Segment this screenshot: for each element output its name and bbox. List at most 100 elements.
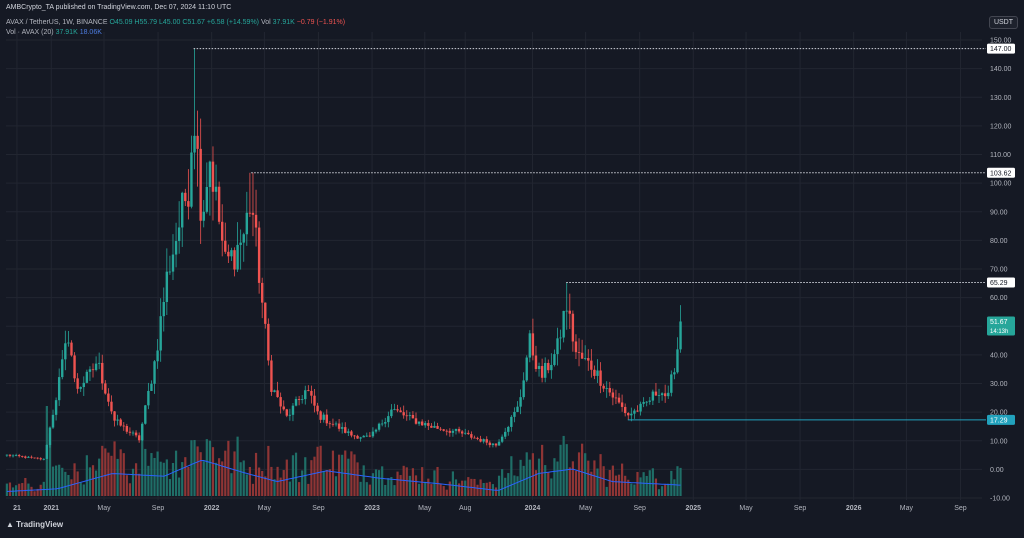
candle-body	[57, 377, 61, 401]
candle-body	[230, 250, 233, 257]
price-tick-label: 20.00	[990, 410, 1008, 417]
candle-body	[651, 391, 655, 401]
candle-body	[199, 148, 202, 221]
volume-bar	[337, 454, 341, 496]
candle-body	[171, 254, 175, 272]
volume-bar	[365, 482, 368, 496]
candle-body	[337, 423, 341, 429]
price-tick-label: 40.00	[990, 352, 1008, 359]
price-tick-label: -10.00	[990, 496, 1010, 503]
candle-body	[577, 352, 581, 353]
vol-ma-label[interactable]: Vol · AVAX (20)	[6, 29, 54, 36]
volume-bar	[676, 466, 679, 496]
volume-bar	[88, 467, 92, 496]
volume-bar	[159, 461, 162, 496]
volume-bar	[544, 465, 547, 496]
candle-body	[67, 342, 70, 344]
volume-bar	[248, 466, 251, 496]
time-axis[interactable]: 21 2021 May Sep 2022 May Sep 2023 May Aug 2024 May S…	[13, 505, 967, 512]
volume-bar	[673, 479, 676, 496]
brand-label: TradingView	[16, 520, 64, 529]
volume-bar	[636, 471, 639, 496]
volume-bar	[270, 466, 273, 496]
candle-body	[473, 437, 476, 439]
volume-bar	[494, 487, 498, 496]
volume-bar	[568, 467, 571, 496]
high-value: H55.79	[134, 19, 157, 26]
volume-bar	[451, 471, 455, 496]
volume-bar	[439, 483, 442, 496]
candle-body	[571, 313, 575, 342]
volume-bar	[64, 471, 67, 496]
candle-body	[70, 342, 73, 356]
volume-bar	[381, 466, 384, 496]
volume-bar	[239, 462, 242, 496]
close-value: C51.67	[182, 19, 205, 26]
volume-bar	[54, 465, 58, 496]
candle-body	[307, 390, 310, 392]
candle-body	[39, 458, 42, 460]
volume-bar	[116, 458, 119, 496]
volume-bar	[70, 479, 73, 496]
candle-body	[534, 355, 538, 369]
volume-bar	[362, 465, 365, 496]
volume-ma-line	[6, 459, 681, 492]
candle-body	[488, 442, 492, 446]
volume-bar	[387, 478, 390, 496]
price-axis[interactable]: 150.00 140.00 130.00 120.00 110.00 100.00 90.0…	[987, 38, 1015, 503]
volume-bar	[584, 453, 587, 496]
volume-bar	[393, 485, 396, 496]
tv-logo-icon: ▲	[6, 520, 14, 529]
volume-bar	[519, 459, 522, 496]
time-tick-label: 2026	[846, 505, 862, 512]
candle-body	[596, 370, 599, 376]
volume-bar	[501, 469, 504, 496]
volume-bar	[396, 471, 399, 496]
volume-bar	[590, 471, 593, 496]
candle-body	[445, 430, 448, 432]
volume-bar	[162, 462, 165, 496]
candle-body	[491, 443, 495, 446]
candle-body	[667, 392, 670, 397]
currency-badge[interactable]: USDT	[988, 16, 1018, 29]
time-tick-label: Sep	[152, 505, 165, 512]
volume-bar	[605, 486, 608, 496]
candle-body	[387, 416, 390, 423]
volume-bar	[313, 456, 316, 496]
candle-body	[94, 363, 98, 370]
candle-body	[377, 423, 381, 430]
candle-body	[627, 413, 630, 416]
candle-body	[356, 435, 359, 439]
price-tick-label: 130.00	[990, 95, 1012, 102]
candle-body	[648, 400, 651, 402]
candle-body	[273, 390, 276, 392]
candle-body	[85, 371, 89, 383]
symbol-label[interactable]: AVAX / TetherUS, 1W, BINANCE	[6, 19, 108, 26]
candle-body	[282, 406, 285, 410]
volume-bar	[138, 473, 141, 496]
candle-body	[568, 310, 572, 314]
volume-bar	[39, 484, 42, 496]
candle-body	[233, 250, 236, 270]
volume-bar	[368, 484, 371, 496]
candle-body	[276, 390, 279, 398]
candle-body	[270, 360, 273, 392]
volume-bar	[562, 435, 565, 496]
candle-body	[562, 310, 565, 338]
time-tick-label: May	[418, 505, 432, 512]
volume-bar	[581, 443, 584, 496]
grid-lines	[6, 32, 982, 500]
candle-body	[150, 383, 153, 391]
candle-body	[482, 439, 485, 442]
volume-bar	[79, 482, 82, 496]
price-tick-label: 0.00	[990, 467, 1004, 474]
candle-body	[350, 431, 353, 436]
candle-body	[54, 400, 58, 415]
candle-body	[88, 369, 92, 372]
volume-bar	[251, 483, 255, 496]
candle-body	[654, 391, 658, 396]
candle-body	[165, 271, 169, 302]
candle-body	[368, 435, 372, 437]
